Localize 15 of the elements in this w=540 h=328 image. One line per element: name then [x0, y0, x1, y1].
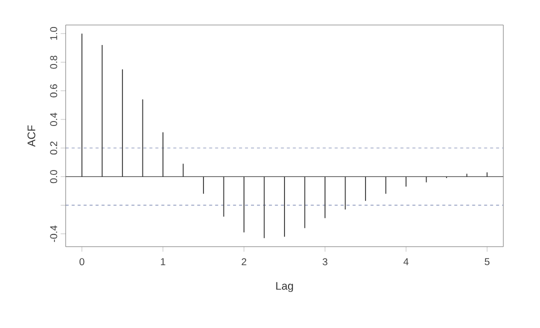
y-axis-title: ACF [28, 125, 36, 147]
y-tick-label: 0.4 [50, 112, 58, 126]
x-axis-title: Lag [276, 282, 293, 292]
y-tick-label: 1.0 [50, 27, 58, 40]
x-tick-label: 3 [322, 258, 328, 266]
y-tick-label: 0.0 [50, 170, 58, 184]
y-tick-label: 0.2 [50, 142, 58, 155]
y-tick-label: 0.6 [50, 84, 58, 98]
x-tick-label: 1 [160, 258, 166, 266]
x-tick-label: 4 [404, 258, 409, 266]
x-tick-label: 2 [242, 258, 246, 266]
y-tick-label: 0.8 [50, 56, 58, 69]
x-tick-label: 0 [80, 258, 84, 266]
y-tick-label: -0.4 [50, 226, 58, 242]
x-tick-label: 5 [484, 258, 490, 266]
